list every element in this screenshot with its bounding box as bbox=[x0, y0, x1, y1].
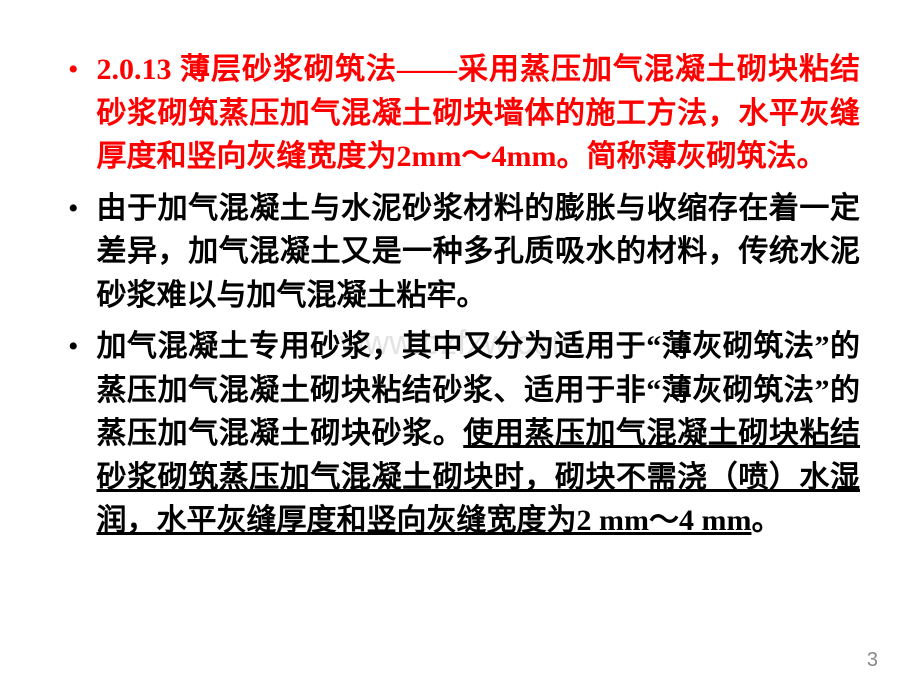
bullet-text-1: 2.0.13 薄层砂浆砌筑法——采用蒸压加气混凝土砌块粘结砂浆砌筑蒸压加气混凝土… bbox=[97, 48, 860, 179]
page-number: 3 bbox=[867, 649, 878, 672]
bullet-1-segment-1: 2.0.13 薄层砂浆砌筑法——采用蒸压加气混凝土砌块粘结砂浆砌筑蒸压加气混凝土… bbox=[97, 53, 860, 173]
bullet-text-3: 加气混凝土专用砂浆，其中又分为适用于“薄灰砌筑法”的蒸压加气混凝土砌块粘结砂浆、… bbox=[97, 325, 860, 543]
bullet-marker-icon: • bbox=[68, 48, 79, 179]
bullet-marker-icon: • bbox=[68, 187, 79, 318]
bullet-item-2: • 由于加气混凝土与水泥砂浆材料的膨胀与收缩存在着一定差异，加气混凝土又是一种多… bbox=[60, 187, 860, 318]
bullet-2-segment-1: 由于加气混凝土与水泥砂浆材料的膨胀与收缩存在着一定差异，加气混凝土又是一种多孔质… bbox=[97, 192, 860, 312]
bullet-marker-icon: • bbox=[68, 325, 79, 543]
slide-body: • 2.0.13 薄层砂浆砌筑法——采用蒸压加气混凝土砌块粘结砂浆砌筑蒸压加气混… bbox=[0, 0, 920, 571]
bullet-item-3: • 加气混凝土专用砂浆，其中又分为适用于“薄灰砌筑法”的蒸压加气混凝土砌块粘结砂… bbox=[60, 325, 860, 543]
bullet-3-segment-3: 。 bbox=[751, 504, 781, 537]
bullet-text-2: 由于加气混凝土与水泥砂浆材料的膨胀与收缩存在着一定差异，加气混凝土又是一种多孔质… bbox=[97, 187, 860, 318]
bullet-item-1: • 2.0.13 薄层砂浆砌筑法——采用蒸压加气混凝土砌块粘结砂浆砌筑蒸压加气混… bbox=[60, 48, 860, 179]
